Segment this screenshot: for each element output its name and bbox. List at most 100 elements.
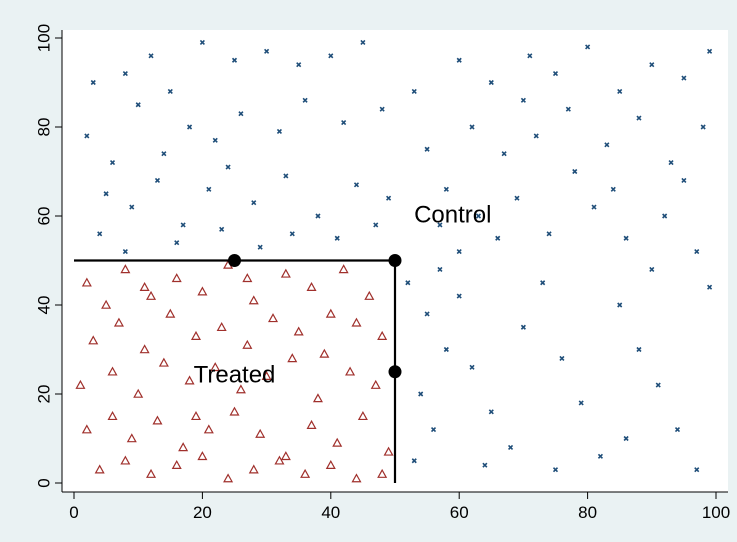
control-point xyxy=(707,284,713,290)
control-point xyxy=(649,62,655,68)
treated-point xyxy=(338,264,349,274)
treated-point xyxy=(139,344,150,354)
treated-point xyxy=(306,419,317,429)
treated-point xyxy=(280,451,291,461)
control-point xyxy=(386,195,392,201)
control-point xyxy=(495,235,501,241)
treated-point xyxy=(370,379,381,389)
control-point xyxy=(353,182,360,188)
control-point xyxy=(135,102,141,108)
treated-point xyxy=(197,451,208,461)
treated-point xyxy=(120,455,131,465)
control-point xyxy=(418,391,424,397)
treated-point xyxy=(107,366,118,376)
control-point xyxy=(315,213,321,219)
treated-point xyxy=(203,424,214,434)
treated-point xyxy=(345,366,356,376)
treated-point xyxy=(190,330,201,340)
control-point xyxy=(257,244,263,250)
control-point xyxy=(302,97,308,103)
control-point xyxy=(251,200,257,206)
control-point xyxy=(84,133,90,139)
treated-point xyxy=(248,464,259,474)
treated-point xyxy=(377,468,388,478)
y-tick-label: 100 xyxy=(34,24,53,52)
boundary-point xyxy=(388,254,402,267)
treated-point xyxy=(312,393,323,403)
treated-point xyxy=(306,281,317,291)
control-point xyxy=(167,88,173,94)
treated-point xyxy=(210,362,221,372)
control-point xyxy=(501,151,507,157)
x-tick-label: 40 xyxy=(321,503,340,522)
control-point xyxy=(456,293,462,299)
treated-point xyxy=(319,348,330,358)
treated-point xyxy=(274,455,285,465)
y-tick-label: 60 xyxy=(34,207,53,226)
control-point xyxy=(334,235,340,241)
treated-point xyxy=(88,335,99,345)
control-point xyxy=(328,53,334,59)
control-point xyxy=(610,186,616,192)
control-point xyxy=(360,39,366,46)
treated-point xyxy=(293,326,304,336)
control-point xyxy=(437,266,443,272)
control-point xyxy=(276,128,283,135)
control-point xyxy=(148,53,154,59)
control-point xyxy=(591,204,597,210)
treated-point xyxy=(300,468,311,478)
control-point xyxy=(264,48,270,54)
series-treated xyxy=(75,259,394,483)
control-point xyxy=(700,124,706,130)
boundary-point xyxy=(228,254,241,267)
control-point xyxy=(488,79,494,86)
control-point xyxy=(475,213,482,219)
control-point xyxy=(289,231,295,237)
control-point xyxy=(97,231,103,237)
treated-point xyxy=(139,281,150,291)
control-point xyxy=(129,204,135,210)
control-point xyxy=(379,106,385,112)
control-point xyxy=(225,164,231,170)
control-point xyxy=(373,222,379,228)
treated-point xyxy=(101,299,112,309)
treated-point xyxy=(248,295,259,305)
control-point xyxy=(109,160,116,166)
treated-point xyxy=(377,330,388,340)
y-tick-label: 40 xyxy=(34,296,53,315)
control-point xyxy=(154,177,161,183)
treated-point xyxy=(351,317,362,327)
control-point xyxy=(430,427,437,433)
treated-point xyxy=(178,442,189,452)
control-point xyxy=(180,222,186,228)
control-point xyxy=(469,364,475,370)
control-point xyxy=(341,119,347,126)
control-point xyxy=(283,173,289,179)
control-point xyxy=(649,266,655,272)
control-point xyxy=(533,133,539,139)
control-point xyxy=(186,124,193,130)
control-point xyxy=(552,71,559,77)
control-point xyxy=(482,462,488,468)
treated-point xyxy=(325,459,336,469)
control-point xyxy=(707,48,713,54)
treated-point xyxy=(184,375,195,385)
control-point xyxy=(90,79,96,86)
control-point xyxy=(604,142,610,148)
series-control xyxy=(84,39,713,473)
y-tick-label: 80 xyxy=(34,118,53,137)
treated-point xyxy=(94,464,105,474)
control-point xyxy=(617,302,623,308)
x-tick-label: 80 xyxy=(578,503,597,522)
treated-point xyxy=(351,473,362,483)
x-tick-label: 20 xyxy=(193,503,212,522)
control-point xyxy=(662,213,668,219)
treated-point xyxy=(242,339,253,349)
control-point xyxy=(206,186,212,192)
control-point xyxy=(674,427,681,433)
y-tick-label: 0 xyxy=(34,478,53,487)
treated-point xyxy=(216,322,227,332)
control-point xyxy=(122,71,128,77)
control-point xyxy=(655,382,661,388)
chart-marks: 0 20 40 60 80 100 0 20 40 60 80 100 Control Treated xyxy=(34,24,730,522)
